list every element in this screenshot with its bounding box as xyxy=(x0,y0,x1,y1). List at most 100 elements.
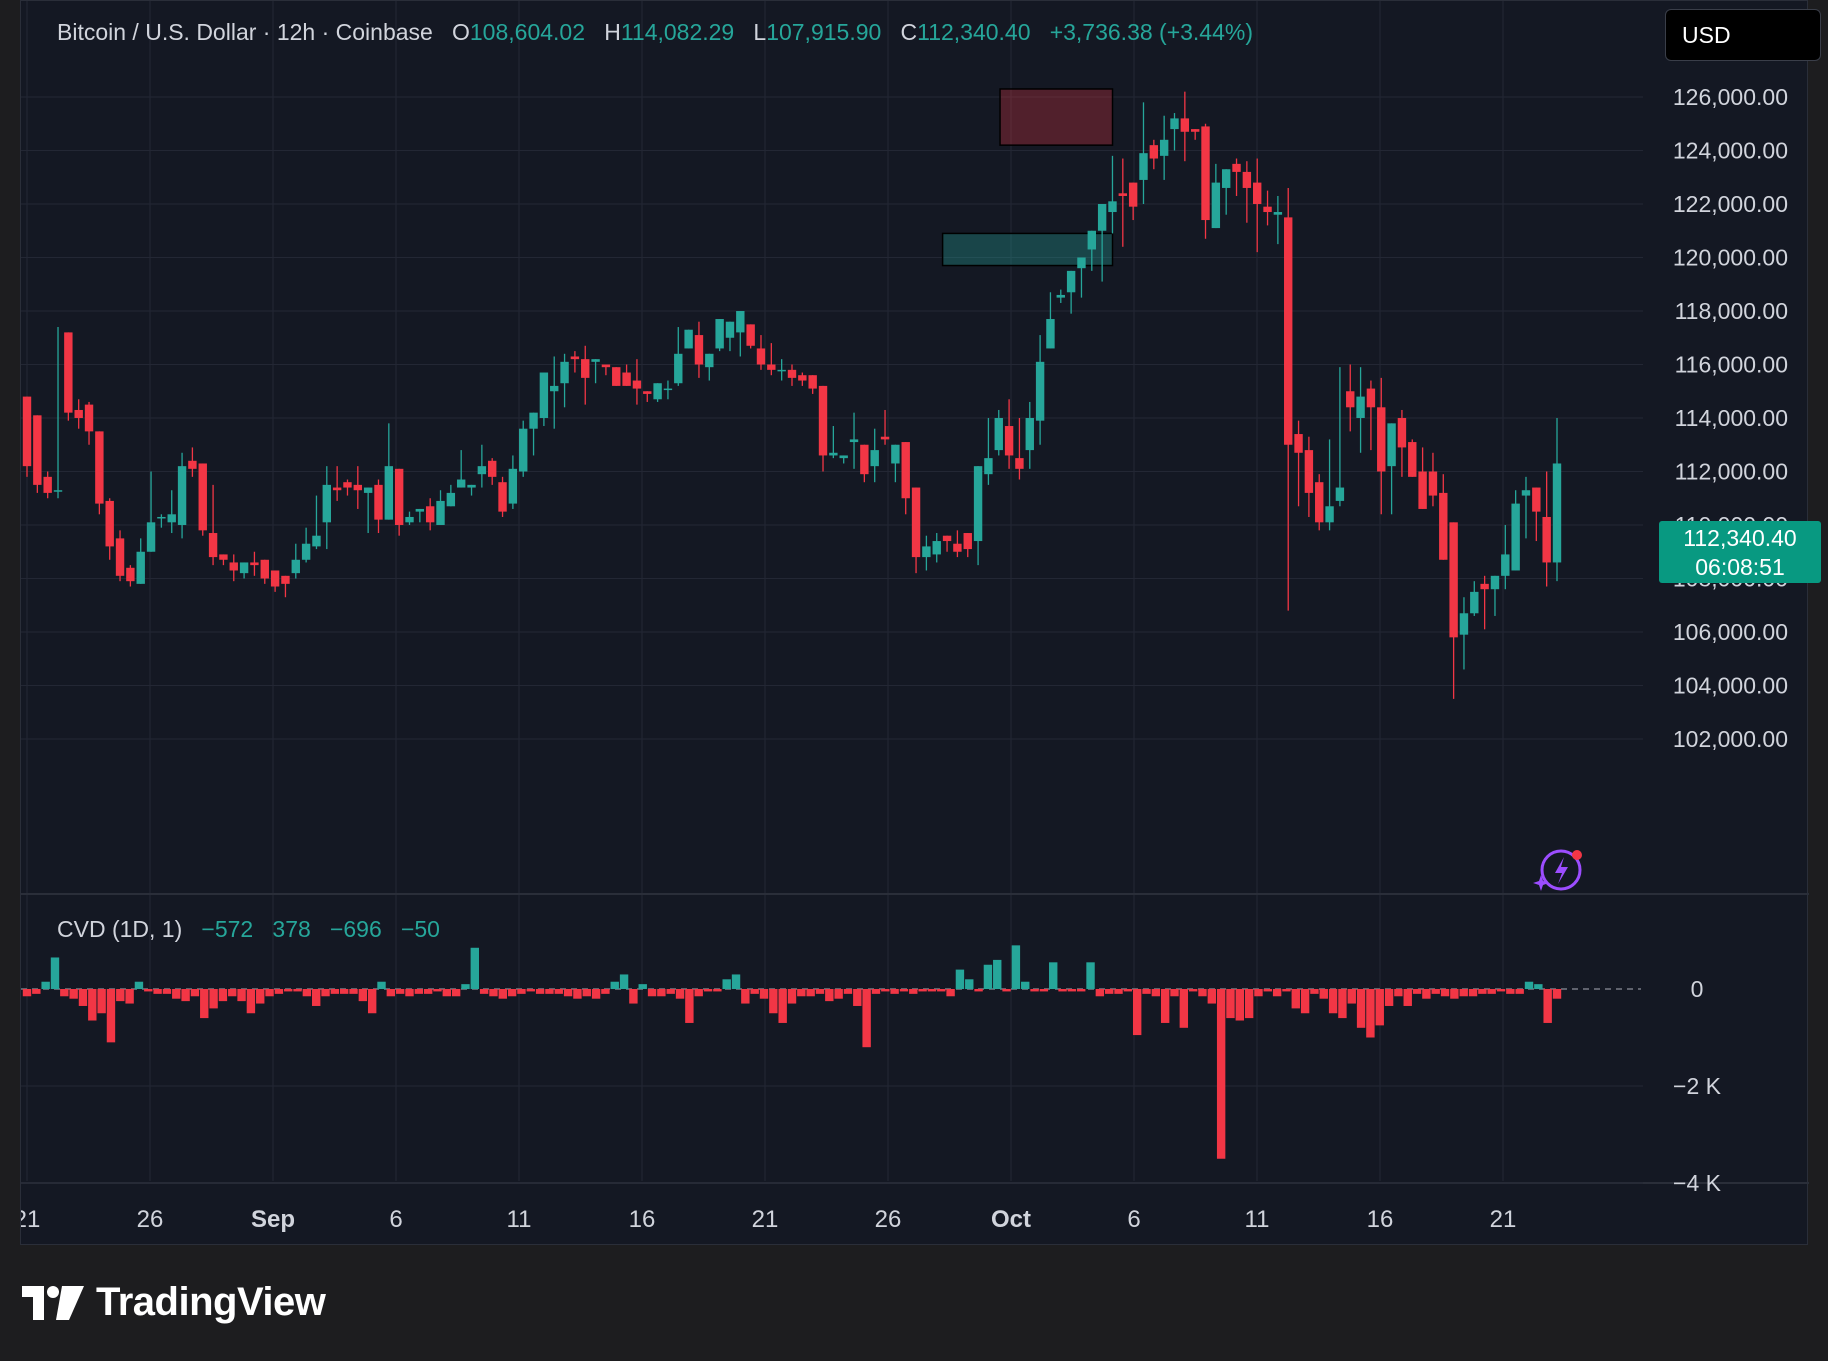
candle xyxy=(591,359,600,384)
cvd-bar xyxy=(1188,989,1198,992)
supply-zone[interactable] xyxy=(999,88,1114,146)
cvd-bar xyxy=(1198,989,1207,997)
time-tick-label: 16 xyxy=(629,1206,656,1233)
candle xyxy=(105,498,114,560)
cvd-bar xyxy=(32,989,41,994)
candle xyxy=(1397,409,1407,477)
cvd-bar xyxy=(862,989,871,1048)
candle xyxy=(363,487,373,534)
candle xyxy=(1077,257,1086,298)
cvd-bar xyxy=(778,989,787,1023)
cvd-bar xyxy=(1412,989,1422,994)
candle xyxy=(1221,169,1231,215)
cvd-bar xyxy=(563,989,573,997)
demand-zone[interactable] xyxy=(941,232,1114,267)
candle xyxy=(1356,367,1365,453)
cvd-value: 378 xyxy=(272,916,311,942)
candle xyxy=(1542,471,1551,587)
high-value: 114,082.29 xyxy=(620,19,735,45)
cvd-bar xyxy=(1403,989,1412,1006)
cvd-bar xyxy=(666,989,675,994)
cvd-title[interactable]: CVD (1D, 1) xyxy=(57,916,183,942)
candle xyxy=(208,484,218,566)
cvd-bar xyxy=(451,989,461,997)
cvd-bar xyxy=(1151,989,1161,997)
cvd-bar xyxy=(1328,989,1338,1014)
chart-canvas[interactable]: 126,000.00 124,000.00 122,000.00 120,000.00… xyxy=(21,1,1809,1246)
candle xyxy=(829,426,838,459)
candle xyxy=(1325,439,1334,531)
price-tick-label: 124,000.00 xyxy=(1673,138,1788,164)
candle xyxy=(260,559,269,584)
cvd-bar xyxy=(209,989,218,1009)
cvd-bar xyxy=(78,989,88,1006)
symbol-legend[interactable]: Bitcoin / U.S. Dollar · 12h · Coinbase O… xyxy=(57,19,1253,46)
cvd-bar xyxy=(256,989,265,1004)
cvd-legend[interactable]: CVD (1D, 1) −572 378 −696 −50 xyxy=(57,916,440,943)
cvd-bar xyxy=(200,989,209,1019)
cvd-bar xyxy=(1440,989,1450,997)
cvd-bar xyxy=(1160,989,1170,1023)
candle xyxy=(818,385,828,472)
cvd-bar xyxy=(629,989,638,1004)
candle xyxy=(973,466,983,566)
sparkle-lightning-icon[interactable] xyxy=(1533,845,1589,897)
cvd-bar xyxy=(1058,989,1067,992)
cvd-bar xyxy=(787,989,797,1004)
time-tick-label: 26 xyxy=(875,1206,902,1233)
candle xyxy=(1097,204,1107,282)
candle xyxy=(322,466,331,550)
cvd-bar xyxy=(1496,989,1506,992)
cvd-bar xyxy=(423,989,433,994)
candle xyxy=(301,527,311,563)
cvd-bar xyxy=(573,989,582,999)
cvd-bar xyxy=(601,989,610,994)
cvd-bar xyxy=(1170,989,1179,997)
cvd-bar xyxy=(993,959,1002,989)
candle xyxy=(1449,522,1458,699)
cvd-bar xyxy=(834,989,843,999)
candle xyxy=(353,466,363,509)
candle xyxy=(756,335,766,370)
cvd-bar xyxy=(1142,989,1151,994)
candle xyxy=(1511,490,1520,571)
candle xyxy=(901,442,910,515)
cvd-bar xyxy=(190,989,200,997)
candle xyxy=(74,399,83,429)
candle xyxy=(570,351,580,373)
candle xyxy=(1315,474,1324,531)
candle xyxy=(115,530,125,582)
candle xyxy=(1418,447,1427,509)
time-tick-label: 21 xyxy=(1490,1206,1517,1233)
cvd-bar xyxy=(88,989,97,1021)
cvd-bar xyxy=(899,989,909,992)
cvd-bar xyxy=(395,989,405,994)
candle xyxy=(725,321,735,352)
change-value: +3,736.38 (+3.44%) xyxy=(1049,19,1254,45)
cvd-bar xyxy=(1543,989,1552,1023)
candle xyxy=(1273,195,1283,245)
symbol-title[interactable]: Bitcoin / U.S. Dollar · 12h · Coinbase xyxy=(57,19,433,45)
cvd-bar xyxy=(610,981,619,989)
open-key: O xyxy=(452,19,470,45)
candle xyxy=(1046,292,1055,349)
price-tick-label: 114,000.00 xyxy=(1675,405,1788,431)
candle xyxy=(849,412,859,469)
candle xyxy=(539,372,549,427)
chart-frame[interactable]: 126,000.00 124,000.00 122,000.00 120,000.00… xyxy=(20,0,1821,1246)
tradingview-logo[interactable]: TradingView xyxy=(22,1280,326,1325)
candle xyxy=(911,487,921,574)
cvd-bar xyxy=(1067,989,1077,992)
candle xyxy=(167,490,176,534)
currency-button[interactable]: USD xyxy=(1665,9,1821,61)
candle xyxy=(1304,436,1314,517)
candle xyxy=(508,455,518,509)
cvd-bar xyxy=(1487,989,1496,994)
candle xyxy=(33,415,42,493)
last-price-value: 112,340.40 xyxy=(1683,525,1797,551)
candle xyxy=(250,551,259,576)
candle xyxy=(405,511,414,525)
low-value: 107,915.90 xyxy=(766,19,882,45)
cvd-bar xyxy=(1366,989,1375,1038)
cvd-bar xyxy=(675,989,685,999)
